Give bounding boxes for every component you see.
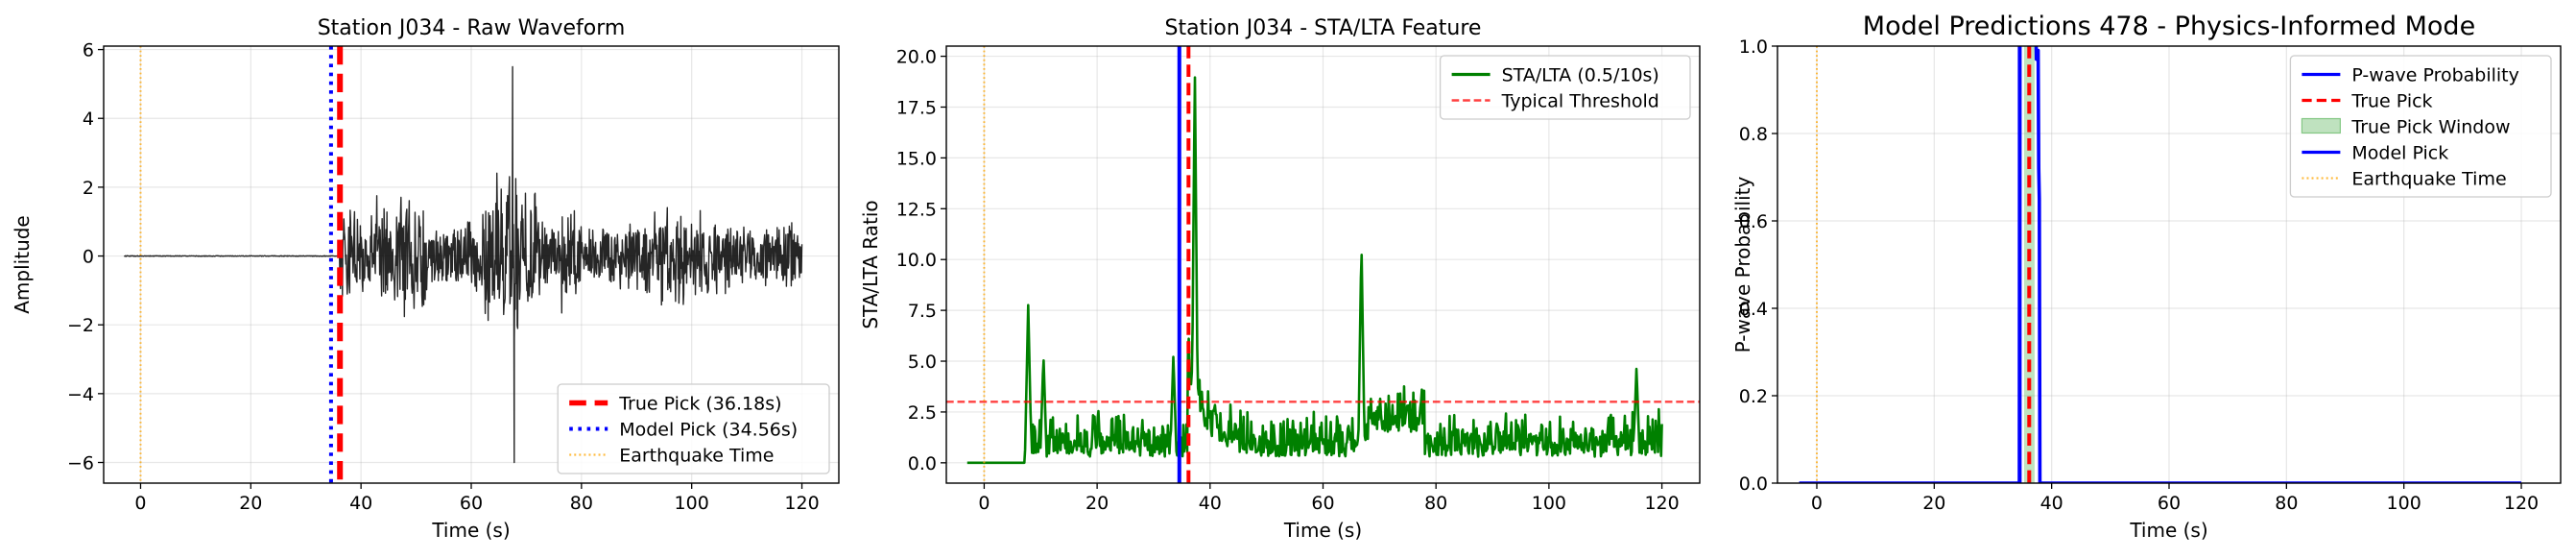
plot-area — [946, 46, 1700, 483]
chart-panel-2: 0 20 40 60 80 100 120 0.0 2.5 5.0 7.5 10.0 12.5 15.0 1… — [859, 16, 1701, 542]
legend-label: Model Pick — [2351, 143, 2448, 164]
y-tick-label: 5.0 — [908, 352, 937, 373]
x-axis-label: Time (s) — [1283, 519, 1362, 542]
y-tick-label: 0 — [83, 247, 94, 268]
y-tick-label: 0.0 — [908, 453, 937, 474]
legend-label: Model Pick (34.56s) — [619, 420, 798, 441]
legend-box — [2289, 55, 2552, 198]
y-tick-label: 12.5 — [896, 199, 937, 220]
legend: True Pick (36.18s) Model Pick (34.56s) Ear… — [557, 383, 830, 474]
x-tick-label: 80 — [570, 493, 593, 514]
legend: STA/LTA (0.5/10s) Typical Threshold — [1439, 55, 1691, 120]
legend-label: STA/LTA (0.5/10s) — [1502, 65, 1659, 86]
x-tick-label: 100 — [1532, 493, 1566, 514]
y-axis-label: STA/LTA Ratio — [859, 200, 882, 328]
legend-label: True Pick — [2350, 91, 2432, 112]
x-tick-label: 0 — [134, 493, 146, 514]
x-tick-label: 0 — [1811, 493, 1823, 514]
y-tick-label: 2 — [83, 178, 94, 199]
legend-label: P-wave Probability — [2351, 65, 2519, 86]
x-axis-label: Time (s) — [2129, 519, 2207, 542]
x-tick-label: 120 — [784, 493, 819, 514]
y-tick-label: −2 — [67, 315, 94, 336]
x-axis-label: Time (s) — [431, 519, 510, 542]
x-tick-label: 20 — [1085, 493, 1109, 514]
y-tick-label: 0.2 — [1739, 386, 1768, 407]
y-tick-label: 7.5 — [908, 301, 937, 322]
chart-title: Station J034 - STA/LTA Feature — [1165, 16, 1482, 40]
x-tick-label: 80 — [2275, 493, 2298, 514]
y-tick-label: 20.0 — [896, 47, 937, 68]
y-tick-label: 1.0 — [1739, 36, 1768, 58]
y-tick-label: −4 — [67, 384, 94, 405]
y-tick-label: 6 — [83, 40, 94, 61]
y-tick-label: 0.4 — [1739, 299, 1768, 320]
y-tick-label: 15.0 — [896, 148, 937, 169]
legend: P-wave Probability True Pick True Pick Win… — [2289, 55, 2552, 198]
legend-swatch — [2301, 117, 2341, 134]
x-tick-label: 0 — [978, 493, 990, 514]
chart-title: Station J034 - Raw Waveform — [318, 16, 626, 40]
x-tick-label: 60 — [1311, 493, 1334, 514]
legend-label: True Pick Window — [2350, 117, 2510, 138]
x-tick-label: 20 — [1922, 493, 1945, 514]
legend-label: Typical Threshold — [1501, 91, 1659, 112]
y-axis-label: P-wave Probability — [1731, 177, 1754, 353]
x-tick-label: 100 — [2387, 493, 2421, 514]
y-tick-label: 4 — [83, 109, 94, 130]
x-tick-label: 60 — [2158, 493, 2181, 514]
x-tick-label: 60 — [460, 493, 483, 514]
x-tick-label: 20 — [239, 493, 262, 514]
legend-label: True Pick (36.18s) — [618, 394, 781, 415]
y-tick-label: 2.5 — [908, 402, 937, 424]
chart-panel-1: 0 20 40 60 80 100 120 −6 −4 −2 0 2 4 6 Station J034 - … — [11, 16, 840, 542]
chart-title: Model Predictions 478 - Physics-Informed… — [1863, 12, 2475, 41]
y-tick-label: −6 — [67, 453, 94, 474]
x-tick-label: 40 — [2040, 493, 2063, 514]
y-tick-label: 0.6 — [1739, 211, 1768, 232]
x-tick-label: 120 — [1644, 493, 1679, 514]
plot-area — [124, 46, 803, 483]
true-pick-window — [2023, 46, 2035, 483]
plot-area — [1799, 46, 2522, 483]
series-line-waveform — [124, 65, 803, 464]
chart-panel-3: 0 20 40 60 80 100 120 0.0 0.2 0.4 0.6 0.8 1.0 Model P… — [1731, 12, 2562, 542]
x-tick-label: 80 — [1424, 493, 1447, 514]
x-tick-label: 40 — [1199, 493, 1222, 514]
y-tick-label: 0.0 — [1739, 474, 1768, 495]
x-tick-label: 120 — [2504, 493, 2539, 514]
legend-label: Earthquake Time — [619, 446, 774, 467]
x-tick-label: 100 — [675, 493, 709, 514]
x-tick-label: 40 — [349, 493, 372, 514]
legend-box — [557, 383, 830, 474]
y-tick-label: 0.8 — [1739, 124, 1768, 145]
y-tick-label: 17.5 — [896, 97, 937, 118]
y-axis-label: Amplitude — [11, 215, 34, 314]
y-tick-label: 10.0 — [896, 250, 937, 271]
series-line-stalta — [966, 76, 1663, 465]
legend-box — [1439, 55, 1691, 120]
legend-label: Earthquake Time — [2351, 169, 2506, 190]
